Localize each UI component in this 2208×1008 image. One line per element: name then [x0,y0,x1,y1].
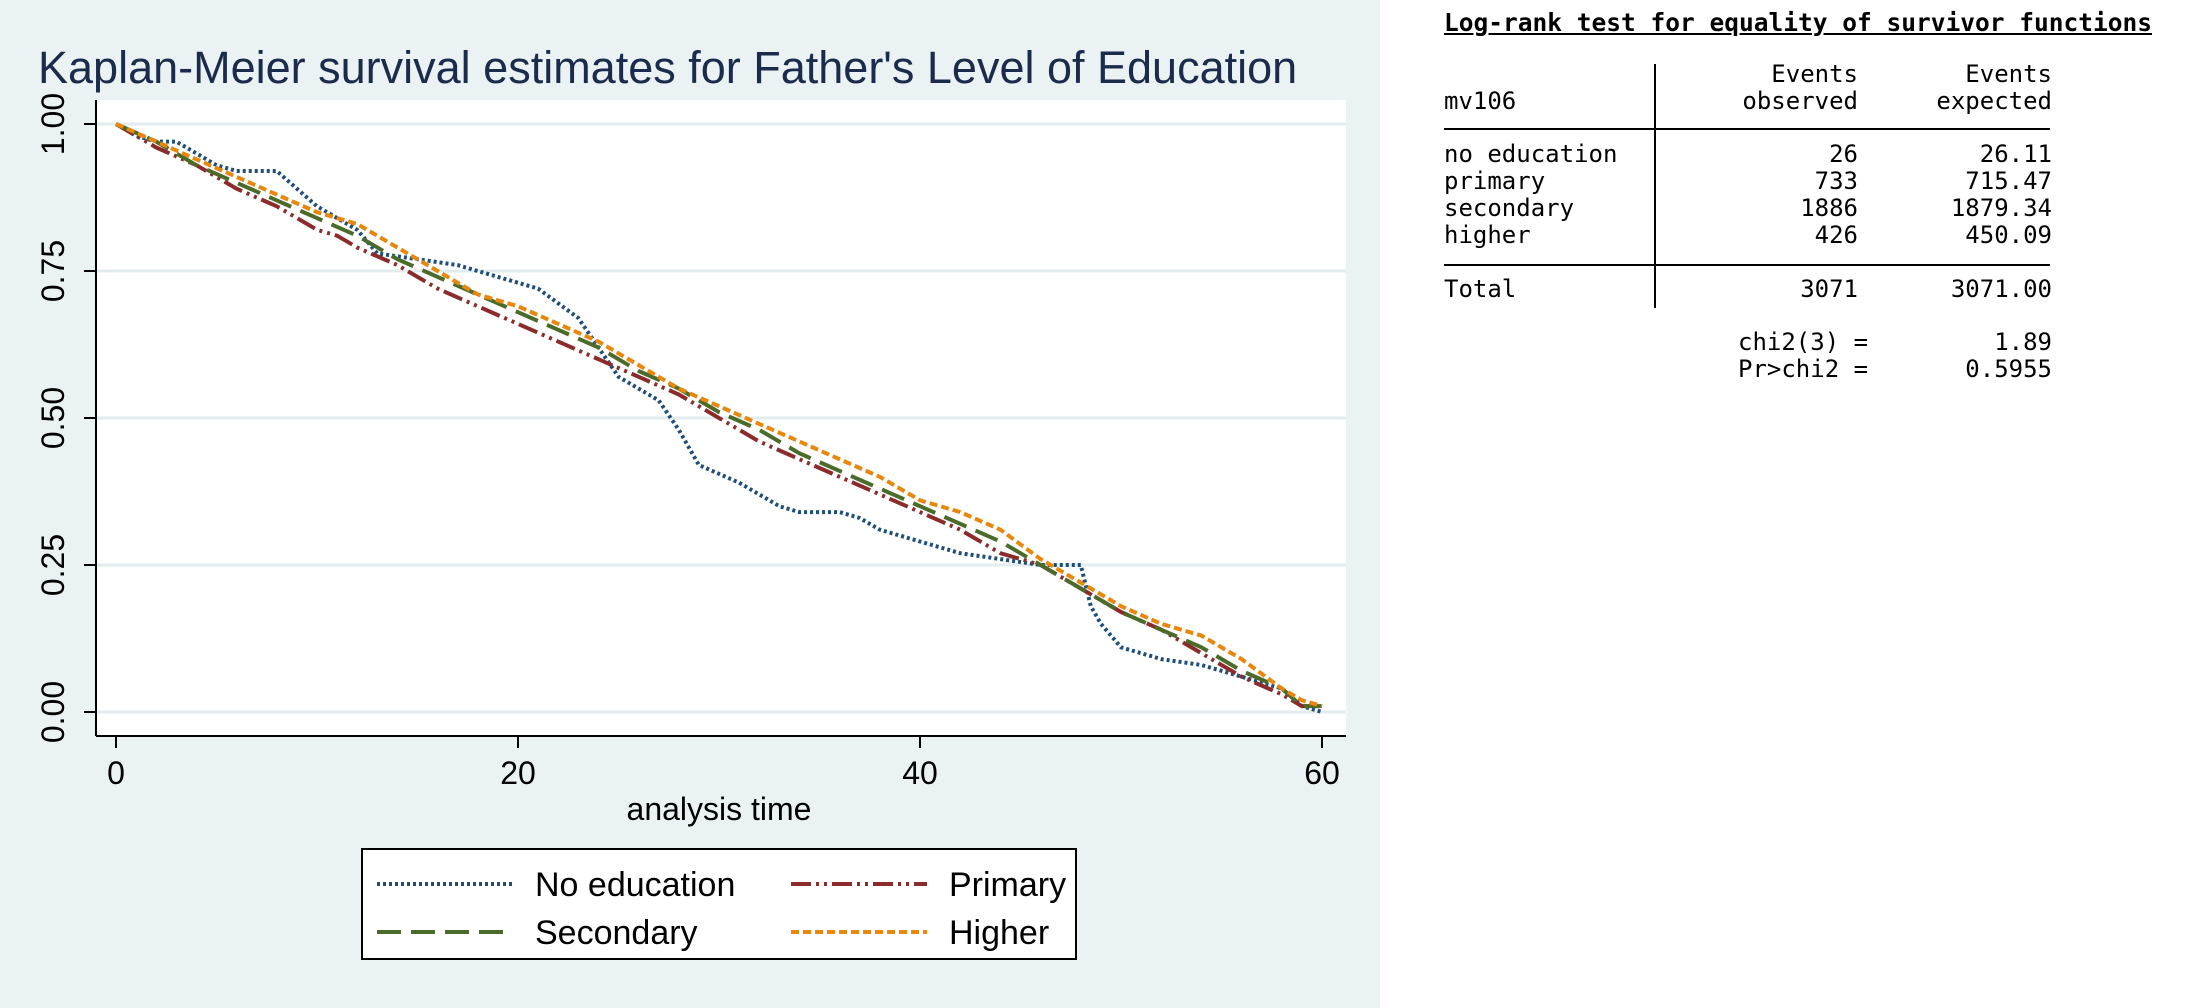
legend-item-higher: Higher [787,908,1077,956]
logrank-chi2-value: 1.89 [1994,328,2052,356]
logrank-row-observed: 426 [1814,221,1858,249]
legend-label-no-education: No education [535,866,736,904]
logrank-col1-top: Events [1771,60,1858,88]
logrank-row-observed: 26 [1829,140,1858,168]
legend-item-primary: Primary [787,860,1077,908]
series-line-secondary [115,122,1322,709]
logrank-col1-bottom: observed [1742,87,1858,115]
legend-item-no-education: No education [373,860,735,908]
y-tick-label: 0.50 [35,387,71,449]
y-tick-label: 1.00 [35,93,71,155]
legend-item-secondary: Secondary [373,908,713,956]
logrank-total-label: Total [1444,275,1517,303]
x-tick-label: 40 [902,755,938,791]
x-tick-label: 20 [500,755,536,791]
logrank-row-observed: 1886 [1800,194,1858,222]
logrank-chi2-label: chi2(3) = [1738,328,1869,356]
logrank-p-label: Pr>chi2 = [1738,355,1869,383]
x-tick-label: 0 [107,755,125,791]
logrank-header-var: mv106 [1444,87,1517,115]
logrank-row-observed: 733 [1814,167,1858,195]
km-plot: 0.00 0.25 0.50 0.75 1.00 0 20 40 60 analysis time [35,93,1346,827]
logrank-row-label: secondary [1444,194,1575,222]
chart-title: Kaplan-Meier survival estimates for Fath… [38,42,1298,93]
logrank-total-observed: 3071 [1800,275,1858,303]
chart-legend: No education Primary Secondary Higher [361,848,1077,960]
legend-label-primary: Primary [949,866,1067,904]
logrank-col2-top: Events [1965,60,2052,88]
y-tick-label: 0.75 [35,240,71,302]
logrank-row-expected: 715.47 [1965,167,2052,195]
logrank-row-label: primary [1444,167,1546,195]
logrank-vertical-rule [1654,64,1656,308]
x-axis-label: analysis time [627,791,812,827]
series-line-no-education [114,122,1323,714]
legend-label-higher: Higher [949,914,1050,952]
logrank-row-label: higher [1444,221,1531,249]
logrank-total-rule [1444,264,2050,266]
logrank-title: Log-rank test for equality of survivor f… [1444,8,2153,37]
logrank-header-rule [1444,128,2050,130]
logrank-row-expected: 450.09 [1965,221,2052,249]
logrank-row-expected: 26.11 [1979,140,2052,168]
x-tick-label: 60 [1304,755,1340,791]
logrank-col2-bottom: expected [1936,87,2052,115]
logrank-total-expected: 3071.00 [1950,275,2052,303]
series-line-higher [115,122,1323,709]
logrank-row-expected: 1879.34 [1950,194,2052,222]
series-line-primary [114,122,1322,709]
legend-label-secondary: Secondary [535,914,698,952]
logrank-row-label: no education [1444,140,1618,168]
chart-panel: 0.00 0.25 0.50 0.75 1.00 0 20 40 60 analysis time… [0,0,1380,1008]
y-tick-label: 0.00 [35,681,71,743]
logrank-p-value: 0.5955 [1965,355,2052,383]
y-tick-label: 0.25 [35,534,71,596]
logrank-table: Log-rank test for equality of survivor f… [1444,8,2204,388]
